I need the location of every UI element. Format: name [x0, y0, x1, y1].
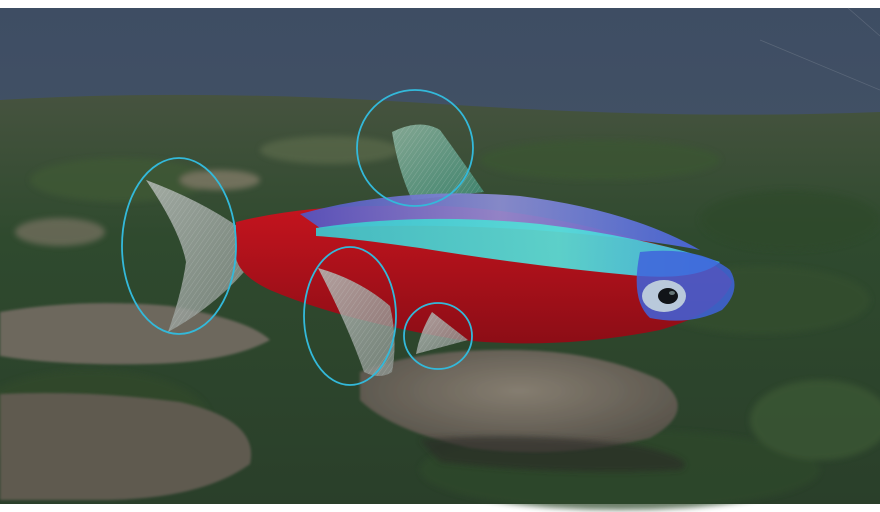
fin-highlights: [121, 89, 474, 386]
background-lines: [759, 7, 880, 91]
cardinal-tetra-fish: [146, 124, 735, 376]
anal-fin-highlight: [303, 246, 397, 386]
caudal-fin-highlight: [121, 157, 237, 335]
fish-eye: [658, 288, 678, 304]
dorsal-fin-highlight: [356, 89, 474, 207]
pelvic-fin-highlight: [403, 302, 473, 370]
rocks: [0, 303, 685, 500]
